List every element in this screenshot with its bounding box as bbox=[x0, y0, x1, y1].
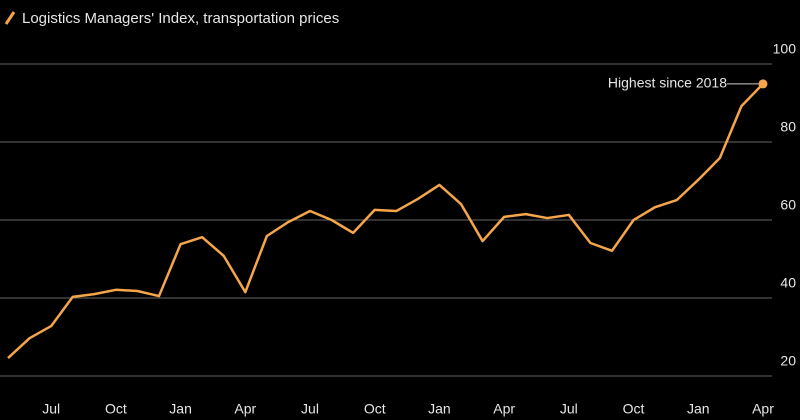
x-tick-label: Apr bbox=[493, 401, 515, 417]
x-tick-label: Jan bbox=[169, 401, 192, 417]
x-tick-label: Jul bbox=[301, 401, 319, 417]
chart-title: Logistics Managers' Index, transportatio… bbox=[22, 10, 339, 27]
y-tick-label: 40 bbox=[780, 275, 796, 291]
x-tick-label: Apr bbox=[234, 401, 256, 417]
x-tick-label: Jan bbox=[687, 401, 710, 417]
y-tick-label: 60 bbox=[780, 197, 796, 213]
x-tick-label: Oct bbox=[105, 401, 127, 417]
y-tick-label: 100 bbox=[773, 41, 797, 57]
legend-swatch bbox=[4, 11, 16, 25]
x-tick-label: Jul bbox=[42, 401, 60, 417]
series-line bbox=[7, 83, 764, 359]
highlight-point bbox=[758, 79, 768, 89]
x-tick-label: Oct bbox=[623, 401, 645, 417]
x-tick-label: Jul bbox=[560, 401, 578, 417]
annotation: Highest since 2018 bbox=[608, 75, 727, 91]
x-tick-label: Oct bbox=[364, 401, 386, 417]
x-tick-label: Apr bbox=[752, 401, 774, 417]
y-tick-label: 20 bbox=[780, 353, 796, 369]
x-tick-label: Jan bbox=[428, 401, 451, 417]
y-tick-label: 80 bbox=[780, 119, 796, 135]
